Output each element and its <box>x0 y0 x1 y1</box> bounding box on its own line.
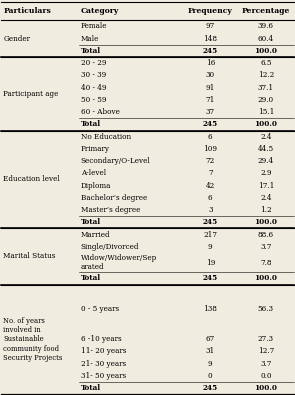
Text: 3.7: 3.7 <box>260 359 271 368</box>
Text: Percentage: Percentage <box>242 7 290 15</box>
Text: 60.4: 60.4 <box>258 35 274 43</box>
Text: 50 - 59: 50 - 59 <box>81 96 106 104</box>
Text: 16: 16 <box>206 59 215 67</box>
Text: Male: Male <box>81 35 99 43</box>
Text: 21- 30 years: 21- 30 years <box>81 359 126 368</box>
Text: 91: 91 <box>206 84 215 92</box>
Text: 100.0: 100.0 <box>254 384 277 392</box>
Text: Married: Married <box>81 231 110 239</box>
Text: Frequency: Frequency <box>188 7 233 15</box>
Text: 31- 50 years: 31- 50 years <box>81 372 126 380</box>
Text: 39.6: 39.6 <box>258 23 274 30</box>
Text: 20 - 29: 20 - 29 <box>81 59 106 67</box>
Text: Total: Total <box>81 275 101 282</box>
Text: Total: Total <box>81 120 101 128</box>
Text: Education level: Education level <box>3 175 60 183</box>
Text: 6: 6 <box>208 133 213 141</box>
Text: 100.0: 100.0 <box>254 275 277 282</box>
Text: 60 - Above: 60 - Above <box>81 108 119 116</box>
Text: 29.4: 29.4 <box>258 157 274 165</box>
Text: 245: 245 <box>203 47 218 55</box>
Text: Diploma: Diploma <box>81 182 111 190</box>
Text: 3.7: 3.7 <box>260 243 271 251</box>
Text: Gender: Gender <box>3 35 30 43</box>
Text: 15.1: 15.1 <box>258 108 274 116</box>
Text: Master’s degree: Master’s degree <box>81 206 140 214</box>
Text: 2.4: 2.4 <box>260 194 271 202</box>
Text: 0 - 5 years: 0 - 5 years <box>81 305 119 313</box>
Text: Total: Total <box>81 384 101 392</box>
Text: Secondary/O-Level: Secondary/O-Level <box>81 157 150 165</box>
Text: 6: 6 <box>208 194 213 202</box>
Text: 42: 42 <box>206 182 215 190</box>
Text: 72: 72 <box>206 157 215 165</box>
Text: 30: 30 <box>206 71 215 79</box>
Text: 12.7: 12.7 <box>258 347 274 356</box>
Text: No. of years
involved in
Sustainable
community food
Security Projects: No. of years involved in Sustainable com… <box>3 317 63 362</box>
Text: Single/Divorced: Single/Divorced <box>81 243 139 251</box>
Text: 245: 245 <box>203 384 218 392</box>
Text: 31: 31 <box>206 347 215 356</box>
Text: 17.1: 17.1 <box>258 182 274 190</box>
Text: No Education: No Education <box>81 133 131 141</box>
Text: 245: 245 <box>203 120 218 128</box>
Text: 9: 9 <box>208 359 213 368</box>
Text: Primary: Primary <box>81 145 110 153</box>
Text: Marital Status: Marital Status <box>3 252 56 260</box>
Text: Participant age: Participant age <box>3 90 59 98</box>
Text: Total: Total <box>81 47 101 55</box>
Text: 6.5: 6.5 <box>260 59 271 67</box>
Text: 3: 3 <box>208 206 212 214</box>
Text: 29.0: 29.0 <box>258 96 274 104</box>
Text: 30 - 39: 30 - 39 <box>81 71 106 79</box>
Text: 100.0: 100.0 <box>254 120 277 128</box>
Text: 27.3: 27.3 <box>258 335 274 343</box>
Text: Female: Female <box>81 23 107 30</box>
Text: 148: 148 <box>203 35 217 43</box>
Text: 7.8: 7.8 <box>260 259 271 267</box>
Text: 138: 138 <box>203 305 217 313</box>
Text: Widow/Widower/Sep
arated: Widow/Widower/Sep arated <box>81 254 157 271</box>
Text: 67: 67 <box>206 335 215 343</box>
Text: 2.9: 2.9 <box>260 169 271 177</box>
Text: 245: 245 <box>203 218 218 226</box>
Text: 1.2: 1.2 <box>260 206 272 214</box>
Text: 245: 245 <box>203 275 218 282</box>
Text: 109: 109 <box>203 145 217 153</box>
Text: Category: Category <box>81 7 119 15</box>
Text: 7: 7 <box>208 169 213 177</box>
Text: 44.5: 44.5 <box>258 145 274 153</box>
Text: 40 - 49: 40 - 49 <box>81 84 106 92</box>
Text: 100.0: 100.0 <box>254 47 277 55</box>
Text: 2.4: 2.4 <box>260 133 271 141</box>
Text: 37: 37 <box>206 108 215 116</box>
Text: 88.6: 88.6 <box>258 231 274 239</box>
Text: 0.0: 0.0 <box>260 372 271 380</box>
Text: 9: 9 <box>208 243 213 251</box>
Text: 37.1: 37.1 <box>258 84 274 92</box>
Text: 6 -10 years: 6 -10 years <box>81 335 121 343</box>
Text: 217: 217 <box>203 231 217 239</box>
Text: 71: 71 <box>206 96 215 104</box>
Text: 19: 19 <box>206 259 215 267</box>
Text: 11- 20 years: 11- 20 years <box>81 347 126 356</box>
Text: 12.2: 12.2 <box>258 71 274 79</box>
Text: Bachelor’s degree: Bachelor’s degree <box>81 194 147 202</box>
Text: 56.3: 56.3 <box>258 305 274 313</box>
Text: Particulars: Particulars <box>3 7 51 15</box>
Text: 0: 0 <box>208 372 213 380</box>
Text: Total: Total <box>81 218 101 226</box>
Text: 97: 97 <box>206 23 215 30</box>
Text: A-level: A-level <box>81 169 106 177</box>
Text: 100.0: 100.0 <box>254 218 277 226</box>
